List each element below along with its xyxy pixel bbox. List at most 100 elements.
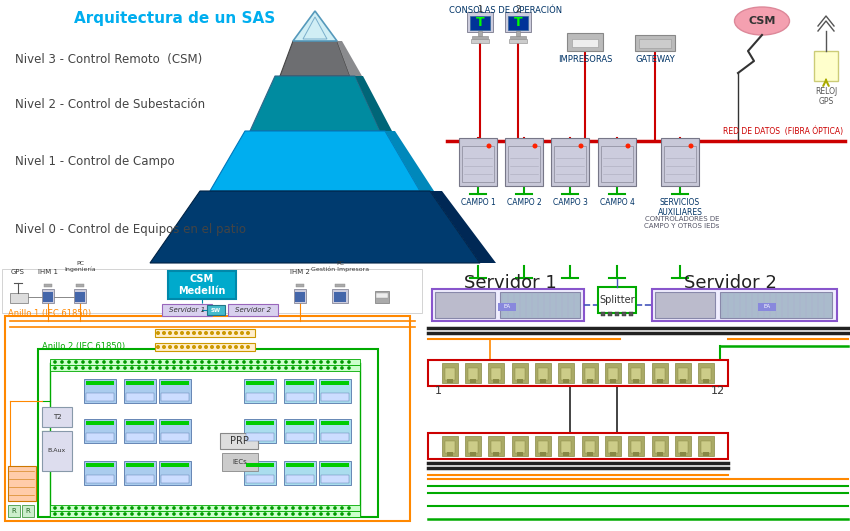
Circle shape	[222, 331, 226, 335]
Circle shape	[222, 345, 226, 349]
Circle shape	[312, 512, 316, 516]
Circle shape	[74, 366, 78, 370]
Bar	[244, 419, 276, 443]
Circle shape	[179, 360, 183, 364]
Circle shape	[54, 512, 57, 516]
Bar	[459, 138, 497, 186]
Bar	[246, 433, 274, 441]
Bar	[554, 146, 586, 182]
Circle shape	[340, 506, 343, 510]
Circle shape	[67, 360, 71, 364]
Circle shape	[270, 506, 274, 510]
Bar	[321, 475, 349, 483]
Bar	[516, 31, 520, 36]
Bar	[86, 421, 114, 425]
Text: RED DE DATOS  (FIBRA ÓPTICA): RED DE DATOS (FIBRA ÓPTICA)	[722, 126, 843, 136]
Circle shape	[180, 345, 184, 349]
Text: B.Aux: B.Aux	[48, 449, 66, 453]
Circle shape	[137, 512, 141, 516]
Circle shape	[333, 366, 337, 370]
Circle shape	[173, 360, 176, 364]
Bar	[286, 475, 314, 483]
Bar	[703, 379, 710, 383]
Circle shape	[179, 512, 183, 516]
Circle shape	[186, 331, 190, 335]
Bar	[8, 466, 36, 501]
Bar	[246, 475, 274, 483]
Circle shape	[298, 366, 302, 370]
Text: Anillo 1 (IEC 61850): Anillo 1 (IEC 61850)	[8, 309, 91, 318]
Circle shape	[312, 506, 316, 510]
Bar	[159, 461, 191, 485]
Circle shape	[305, 360, 309, 364]
Circle shape	[256, 360, 260, 364]
Bar	[654, 441, 665, 453]
Bar	[500, 292, 580, 318]
Bar	[286, 463, 314, 467]
Circle shape	[312, 366, 316, 370]
Bar	[321, 393, 349, 401]
Bar	[491, 368, 501, 380]
Circle shape	[264, 512, 267, 516]
Polygon shape	[337, 41, 362, 76]
Circle shape	[305, 506, 309, 510]
Bar	[321, 433, 349, 441]
Bar	[632, 368, 642, 380]
Circle shape	[116, 512, 120, 516]
Circle shape	[277, 512, 280, 516]
Circle shape	[210, 331, 214, 335]
Circle shape	[249, 360, 252, 364]
Bar	[514, 441, 524, 453]
Bar	[84, 419, 116, 443]
Circle shape	[235, 360, 239, 364]
Circle shape	[151, 506, 155, 510]
Bar	[0, 266, 425, 531]
Bar	[551, 138, 589, 186]
Circle shape	[347, 366, 351, 370]
Bar	[50, 365, 360, 371]
Circle shape	[130, 512, 133, 516]
Circle shape	[193, 512, 197, 516]
Bar	[244, 461, 276, 485]
Bar	[86, 393, 114, 401]
Circle shape	[242, 506, 246, 510]
Circle shape	[242, 512, 246, 516]
Bar	[220, 433, 258, 449]
Circle shape	[340, 360, 343, 364]
Circle shape	[320, 506, 323, 510]
Circle shape	[95, 360, 99, 364]
Circle shape	[204, 345, 208, 349]
Bar	[207, 305, 225, 315]
Bar	[567, 33, 603, 51]
Bar	[319, 419, 351, 443]
Bar	[633, 379, 639, 383]
Bar	[629, 312, 633, 316]
Bar	[701, 441, 711, 453]
Circle shape	[158, 366, 162, 370]
Bar	[445, 368, 455, 380]
Circle shape	[193, 366, 197, 370]
Circle shape	[186, 366, 190, 370]
Circle shape	[298, 506, 302, 510]
Circle shape	[102, 366, 105, 370]
Bar	[608, 368, 618, 380]
Circle shape	[123, 506, 127, 510]
Circle shape	[162, 331, 166, 335]
Bar	[639, 39, 671, 48]
Bar	[284, 379, 316, 403]
Bar	[699, 363, 714, 383]
Text: CAMPO 3: CAMPO 3	[552, 198, 587, 207]
Circle shape	[326, 512, 330, 516]
Circle shape	[249, 512, 252, 516]
Text: 1: 1	[434, 386, 441, 396]
Bar	[38, 349, 378, 517]
Circle shape	[221, 512, 224, 516]
Circle shape	[88, 360, 92, 364]
Bar	[581, 436, 598, 456]
Circle shape	[228, 331, 232, 335]
Circle shape	[151, 512, 155, 516]
Bar	[538, 441, 548, 453]
Bar	[509, 39, 527, 43]
Bar	[462, 146, 494, 182]
Bar	[43, 292, 53, 302]
